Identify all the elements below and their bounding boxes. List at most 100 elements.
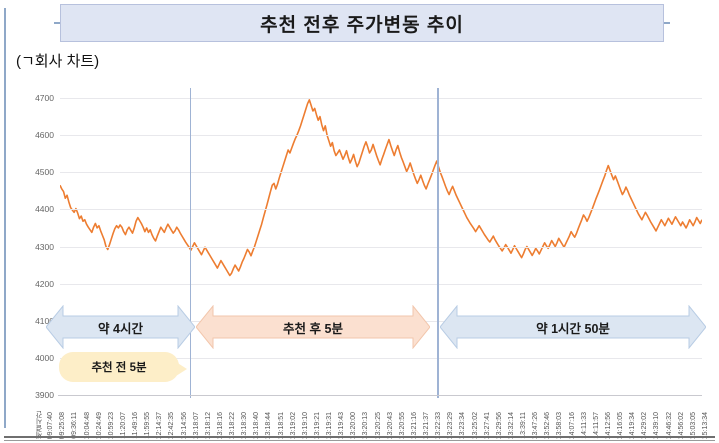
bottom-rule-thin (4, 440, 715, 441)
x-tick-label: 12:42:35 (168, 411, 176, 439)
x-tick-label: 14:12:56 (604, 411, 612, 439)
x-tick-label: 13:20:13 (362, 411, 370, 439)
x-tick-label: 09:25:08 (59, 411, 67, 439)
y-tick-label-4600: 4600 (35, 130, 54, 141)
x-tick-label: 13:18:22 (229, 411, 237, 439)
arrow-shape-during (196, 305, 430, 349)
x-tick-label: 13:19:21 (313, 411, 321, 439)
gridline-4600 (60, 135, 702, 137)
price-line-series (60, 99, 702, 277)
x-tick-label: 13:39:11 (520, 412, 528, 439)
gridline-4200 (60, 283, 702, 285)
y-tick-label-4200: 4200 (35, 278, 54, 289)
x-tick-label: 11:59:55 (144, 412, 152, 439)
x-tick-label: 13:29:56 (495, 411, 503, 439)
price-line-path (60, 99, 702, 277)
annotation-arrow-during: 추천 후 5분 (196, 305, 430, 349)
x-tick-label: 13:20:43 (386, 411, 394, 439)
x-tick-label: 10:24:49 (95, 411, 103, 439)
x-axis-line (58, 395, 702, 396)
x-tick-label: 10:04:48 (83, 411, 91, 439)
y-tick-label-4700: 4700 (35, 93, 54, 103)
x-tick-label: 14:46:32 (665, 411, 673, 439)
y-axis: 3900 4000 4100 4200 4300 4400 4500 4600 4700 (0, 93, 58, 400)
x-tick-label: 13:18:12 (204, 411, 212, 439)
y-tick-label-4500: 4500 (35, 167, 54, 178)
x-tick-label: 14:11:33 (580, 412, 588, 439)
x-tick-label: 13:18:44 (265, 411, 273, 439)
chart-plot-area (60, 98, 702, 396)
x-tick-label: 11:49:16 (132, 412, 140, 439)
x-tick-label: 14:07:16 (568, 411, 576, 439)
x-tick-label: 13:19:02 (289, 411, 297, 439)
x-tick-label: 14:16:05 (617, 411, 625, 439)
x-axis: 체결시간 09:07:40 09:25:08 09:36:11 10:04:48 10:2… (30, 397, 715, 441)
y-tick-label-4400: 4400 (35, 204, 54, 215)
y-tick-label-4100: 4100 (35, 315, 54, 326)
page-title: 추천 전후 주가변동 추이 (260, 14, 464, 36)
x-tick-label: 13:23:34 (459, 411, 467, 439)
annotation-arrow-before: 약 4시간 (46, 305, 195, 349)
x-tick-label: 13:22:33 (435, 411, 443, 439)
x-tick-label: 13:27:41 (483, 411, 491, 439)
bottom-rule-thick (4, 436, 715, 438)
x-tick-label: 13:47:26 (532, 411, 540, 439)
callout-before-recommendation: 추천 전 5분 (59, 352, 179, 382)
y-tick-label-3900: 3900 (35, 390, 54, 400)
x-tick-label: 13:18:30 (241, 411, 249, 439)
arrow-shape-after (440, 305, 706, 349)
callout-label: 추천 전 5분 (91, 362, 147, 374)
banner-tick-right (662, 22, 670, 24)
x-tick-label: 13:20:25 (374, 411, 382, 439)
x-tick-label: 13:18:40 (253, 411, 261, 439)
x-tick-label: 13:20:00 (350, 411, 358, 439)
x-tick-label: 09:07:40 (47, 411, 55, 439)
recommendation-end-divider (437, 88, 439, 398)
x-tick-label: 12:14:37 (156, 411, 164, 439)
x-tick-label: 14:29:02 (641, 411, 649, 439)
x-tick-label: 14:39:10 (653, 411, 661, 439)
banner-tick-left (54, 22, 62, 24)
arrow-polygon (196, 305, 430, 349)
x-tick-label: 14:19:34 (629, 411, 637, 439)
arrow-shape-before (46, 305, 195, 349)
x-tick-label: 13:32:14 (507, 411, 515, 439)
y-tick-label-4300: 4300 (35, 241, 54, 252)
arrow-polygon (440, 305, 706, 349)
x-tick-label: 체결시간 (36, 411, 43, 439)
x-tick-label: 13:18:16 (216, 411, 224, 439)
x-tick-label: 13:18:07 (192, 411, 200, 439)
x-tick-label: 13:21:16 (410, 411, 418, 439)
chart-subtitle: (ㄱ회사 차트) (16, 53, 100, 70)
left-accent-rule (4, 8, 6, 428)
recommendation-start-divider (190, 88, 192, 398)
x-tick-label: 11:20:07 (119, 412, 127, 439)
x-tick-label: 13:58:03 (556, 411, 564, 439)
y-tick-label-4000: 4000 (35, 352, 54, 363)
x-tick-label: 13:14:56 (180, 411, 188, 439)
callout-tail (176, 362, 187, 376)
x-tick-label: 15:13:34 (702, 411, 709, 439)
gridline-4400 (60, 209, 702, 211)
gridline-4000 (60, 357, 702, 359)
x-tick-label: 13:19:31 (326, 411, 334, 439)
x-tick-label: 15:03:05 (689, 411, 697, 439)
arrow-polygon (46, 305, 195, 349)
x-tick-label: 09:36:11 (71, 412, 79, 439)
x-tick-label: 13:19:10 (301, 411, 309, 439)
x-tick-label: 13:25:02 (471, 411, 479, 439)
x-tick-label: 13:21:37 (423, 411, 431, 439)
annotation-arrow-after: 약 1시간 50분 (440, 305, 706, 349)
x-tick-label: 10:59:23 (107, 411, 115, 439)
x-tick-label: 13:23:29 (447, 411, 455, 439)
gridline-4500 (60, 172, 702, 174)
x-tick-label: 13:18:51 (277, 411, 285, 439)
title-banner: 추천 전후 주가변동 추이 (60, 4, 664, 42)
x-tick-label: 14:56:02 (677, 411, 685, 439)
gridline-4700 (60, 98, 702, 99)
gridline-4300 (60, 246, 702, 248)
x-tick-label: 13:20:55 (398, 411, 406, 439)
x-tick-label: 14:11:57 (592, 412, 600, 439)
x-tick-label: 13:19:43 (338, 411, 346, 439)
x-tick-label: 13:52:46 (544, 411, 552, 439)
